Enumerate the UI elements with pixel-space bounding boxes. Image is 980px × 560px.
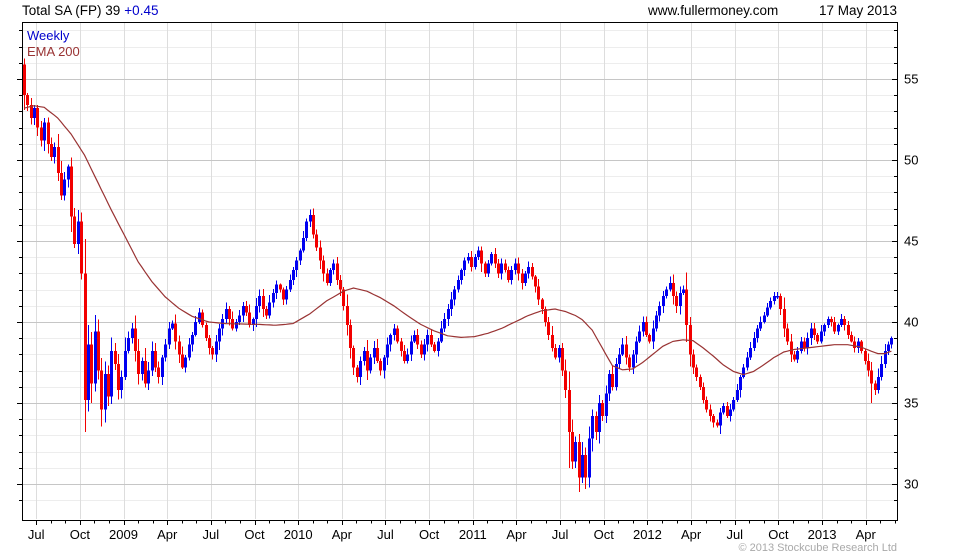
svg-text:2009: 2009 [109, 527, 138, 542]
svg-text:Apr: Apr [506, 527, 527, 542]
svg-text:Oct: Oct [594, 527, 615, 542]
legend-ema-label: EMA 200 [27, 44, 80, 59]
svg-text:Apr: Apr [157, 527, 178, 542]
svg-text:2012: 2012 [633, 527, 662, 542]
chart-date: 17 May 2013 [818, 3, 897, 18]
copyright-notice: © 2013 Stockcube Research Ltd [738, 542, 897, 554]
svg-text:45: 45 [904, 234, 918, 249]
svg-text:Oct: Oct [768, 527, 789, 542]
price-change: +0.45 [124, 3, 159, 18]
svg-text:Jul: Jul [377, 527, 394, 542]
svg-text:30: 30 [904, 477, 918, 492]
svg-text:2013: 2013 [808, 527, 837, 542]
svg-text:Apr: Apr [856, 527, 877, 542]
svg-text:Jul: Jul [552, 527, 569, 542]
svg-text:Jul: Jul [203, 527, 220, 542]
svg-text:Oct: Oct [419, 527, 440, 542]
fullermoney-url: www.fullermoney.com [648, 3, 779, 18]
svg-text:2011: 2011 [459, 527, 487, 542]
svg-text:55: 55 [904, 72, 918, 87]
svg-text:50: 50 [904, 153, 918, 168]
svg-text:Apr: Apr [332, 527, 353, 542]
svg-text:Jul: Jul [726, 527, 743, 542]
svg-text:40: 40 [904, 315, 918, 330]
svg-text:35: 35 [904, 396, 918, 411]
svg-text:Oct: Oct [244, 527, 265, 542]
legend-weekly-label: Weekly [27, 28, 70, 43]
instrument-title: Total SA (FP) 39 +0.45 [22, 3, 158, 18]
instrument-name: Total SA (FP) 39 [22, 3, 121, 18]
svg-text:Apr: Apr [681, 527, 702, 542]
svg-text:2010: 2010 [284, 527, 313, 542]
svg-text:Jul: Jul [28, 527, 45, 542]
svg-text:Oct: Oct [70, 527, 91, 542]
